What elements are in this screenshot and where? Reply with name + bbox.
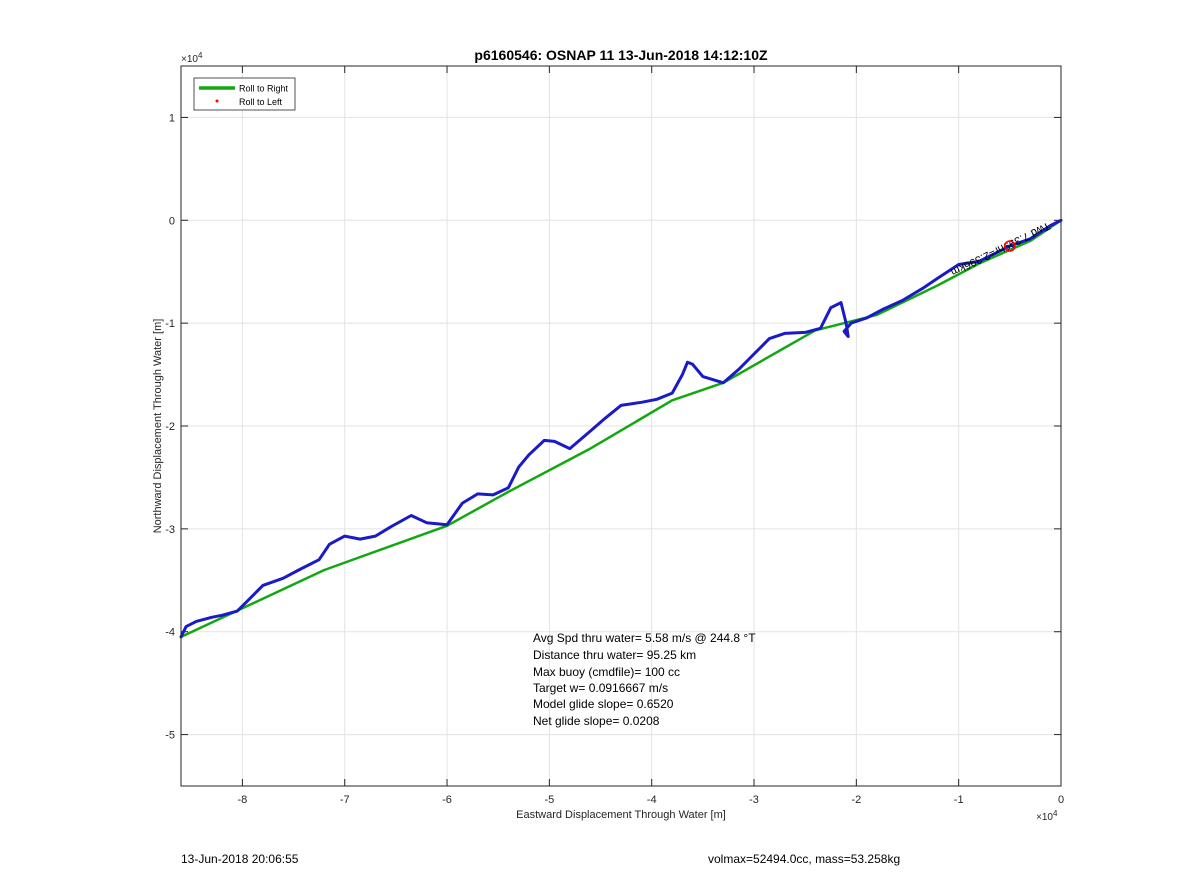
y-tick-label: 1 bbox=[169, 112, 175, 124]
legend-box bbox=[193, 77, 296, 111]
x-exponent-label: ×104 bbox=[1036, 809, 1058, 823]
glider-displacement-chart: -8 -7 -6 -5 -4 -3 -2 -1 0 1 0 -1 -2 -3 -4 -5 p6160546:… bbox=[152, 47, 1064, 823]
legend-swatch-roll-left bbox=[215, 99, 219, 103]
stat-distance: Distance thru water= 95.25 km bbox=[533, 648, 696, 662]
legend-label-roll-left: Roll to Left bbox=[239, 97, 283, 107]
stat-target-w: Target w= 0.0916667 m/s bbox=[533, 681, 668, 695]
stats-annotation: Avg Spd thru water= 5.58 m/s @ 244.8 °T … bbox=[533, 631, 756, 728]
stat-max-buoy: Max buoy (cmdfile)= 100 cc bbox=[533, 665, 680, 679]
y-tick-label: 0 bbox=[169, 215, 175, 227]
footer-timestamp: 13-Jun-2018 20:06:55 bbox=[181, 852, 299, 866]
y-tick-label: -5 bbox=[165, 730, 175, 742]
x-tick-label: -3 bbox=[749, 794, 759, 806]
stat-net-glide-slope: Net glide slope= 0.0208 bbox=[533, 714, 660, 728]
x-tick-label: -1 bbox=[954, 794, 964, 806]
y-tick-label: -2 bbox=[165, 421, 175, 433]
stat-avg-speed: Avg Spd thru water= 5.58 m/s @ 244.8 °T bbox=[533, 631, 756, 645]
end-position-marker bbox=[1004, 240, 1016, 252]
y-axis-ticks: 1 0 -1 -2 -3 -4 -5 bbox=[165, 112, 1061, 742]
x-tick-label: -4 bbox=[647, 794, 657, 806]
y-exponent-label: ×104 bbox=[181, 51, 203, 65]
y-tick-label: -1 bbox=[165, 318, 175, 330]
x-tick-label: 0 bbox=[1058, 794, 1064, 806]
series-line-track bbox=[179, 218, 1063, 639]
footer-glider-params: volmax=52494.0cc, mass=53.258kg bbox=[708, 852, 901, 866]
y-tick-label: -4 bbox=[165, 627, 175, 639]
legend-label-roll-right: Roll to Right bbox=[239, 84, 289, 94]
y-axis-label: Northward Displacement Through Water [m] bbox=[152, 319, 164, 534]
stat-model-glide-slope: Model glide slope= 0.6520 bbox=[533, 697, 674, 711]
chart-title: p6160546: OSNAP 11 13-Jun-2018 14:12:10Z bbox=[474, 47, 768, 63]
x-tick-label: -6 bbox=[442, 794, 452, 806]
legend: Roll to Right Roll to Left bbox=[193, 77, 296, 111]
x-axis-label: Eastward Displacement Through Water [m] bbox=[516, 809, 726, 821]
x-tick-label: -5 bbox=[544, 794, 554, 806]
x-tick-label: -8 bbox=[238, 794, 248, 806]
series-layer bbox=[179, 218, 1063, 639]
x-tick-label: -7 bbox=[340, 794, 350, 806]
y-tick-label: -3 bbox=[165, 524, 175, 536]
plot-frame bbox=[180, 65, 1062, 787]
x-tick-label: -2 bbox=[851, 794, 861, 806]
